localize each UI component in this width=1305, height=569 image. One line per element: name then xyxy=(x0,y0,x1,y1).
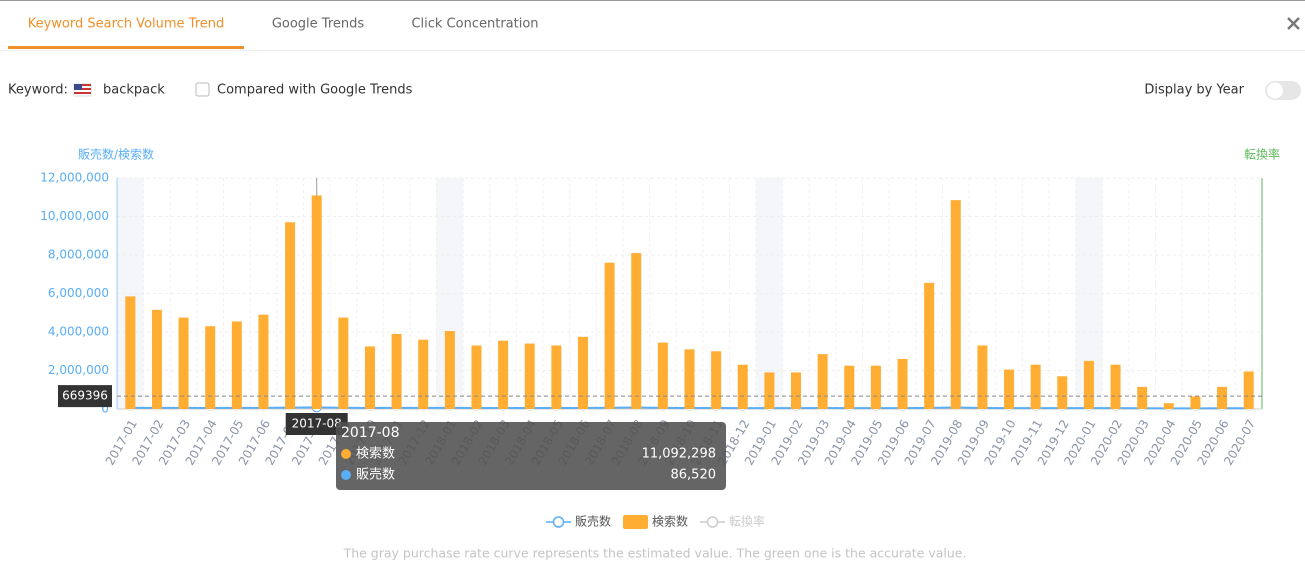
bar xyxy=(551,345,562,409)
bar xyxy=(977,345,988,409)
bar xyxy=(897,358,908,409)
bar xyxy=(924,282,935,409)
y-tick-label: 2,000,000 xyxy=(48,363,109,377)
keyword-label: Keyword: xyxy=(8,83,68,98)
footnote: The gray purchase rate curve represents … xyxy=(343,546,967,561)
bar xyxy=(1057,376,1068,409)
bar xyxy=(1110,364,1121,409)
x-pointer-label: 2017-08 xyxy=(292,417,342,431)
flag xyxy=(73,83,92,97)
bar xyxy=(498,340,509,409)
y-axis-label: 販売数/検索数 xyxy=(78,147,154,162)
tab-active[interactable]: Keyword Search Volume Trend xyxy=(28,17,225,32)
bar xyxy=(444,331,455,409)
bar xyxy=(1083,360,1094,409)
y-tick-label: 10,000,000 xyxy=(40,209,109,223)
legend-label[interactable]: 転換率 xyxy=(729,514,765,529)
bar xyxy=(1030,364,1041,409)
bar xyxy=(870,365,881,409)
bar xyxy=(764,372,775,409)
bar xyxy=(657,342,668,409)
bar xyxy=(817,354,828,409)
crosshair-label: 669396 xyxy=(62,389,108,403)
bar xyxy=(151,309,162,409)
tooltip-dot xyxy=(341,449,351,459)
bar xyxy=(604,262,615,409)
bar xyxy=(1190,396,1201,409)
tooltip-value: 11,092,298 xyxy=(642,447,716,462)
tooltip-dot xyxy=(341,470,351,480)
legend-swatch xyxy=(623,515,649,529)
y-tick-label: 12,000,000 xyxy=(40,171,109,185)
bar xyxy=(1217,386,1228,409)
tab-underline xyxy=(8,46,244,49)
bar xyxy=(1163,403,1174,409)
y-tick-label: 6,000,000 xyxy=(48,286,109,300)
tab[interactable]: Google Trends xyxy=(272,17,365,32)
bar xyxy=(1137,386,1148,409)
bar xyxy=(258,314,269,409)
tooltip-name: 販売数 xyxy=(356,467,395,483)
checkbox[interactable] xyxy=(195,82,210,97)
bar xyxy=(285,222,296,409)
bar xyxy=(231,321,242,409)
bar xyxy=(125,296,136,409)
display-by-year: Display by Year xyxy=(1144,83,1244,98)
legend-label[interactable]: 検索数 xyxy=(652,514,688,529)
bar xyxy=(364,346,375,409)
bar xyxy=(684,349,695,409)
bar xyxy=(1004,369,1015,409)
legend-label[interactable]: 販売数 xyxy=(575,514,611,529)
close-button[interactable] xyxy=(1287,17,1300,30)
y2-axis-label: 転換率 xyxy=(1244,147,1280,162)
bar xyxy=(391,333,402,409)
legend-dot xyxy=(552,516,565,528)
bar xyxy=(471,345,482,409)
bar xyxy=(950,200,961,409)
bar xyxy=(737,364,748,409)
bar xyxy=(1243,371,1254,409)
y-tick-label: 8,000,000 xyxy=(48,248,109,262)
bar xyxy=(418,339,429,409)
tooltip-value: 86,520 xyxy=(671,468,717,483)
bar xyxy=(844,365,855,409)
toggle[interactable] xyxy=(1265,81,1301,100)
bar xyxy=(338,317,349,409)
tooltip-bg xyxy=(336,422,726,490)
crosshair-label-bg xyxy=(58,385,112,408)
tab[interactable]: Click Concentration xyxy=(411,17,538,32)
tooltip: 2017-08 検索数 11,092,298 販売数 86,520 xyxy=(336,422,726,490)
bar xyxy=(311,195,322,409)
x-pointer-bg xyxy=(285,413,348,435)
bar xyxy=(178,317,189,409)
tooltip-name: 検索数 xyxy=(356,447,395,462)
bar xyxy=(631,253,642,409)
y-tick-label: 4,000,000 xyxy=(48,325,109,339)
keyword: backpack xyxy=(103,83,165,98)
bar xyxy=(524,343,535,409)
compare-label[interactable]: Compared with Google Trends xyxy=(217,83,413,98)
y-tick-label: 0 xyxy=(101,402,109,416)
bar xyxy=(577,336,588,409)
legend-dot xyxy=(706,516,719,528)
bar xyxy=(711,351,722,409)
tooltip-title: 2017-08 xyxy=(341,425,400,441)
bar xyxy=(791,372,802,409)
bar xyxy=(205,326,216,409)
